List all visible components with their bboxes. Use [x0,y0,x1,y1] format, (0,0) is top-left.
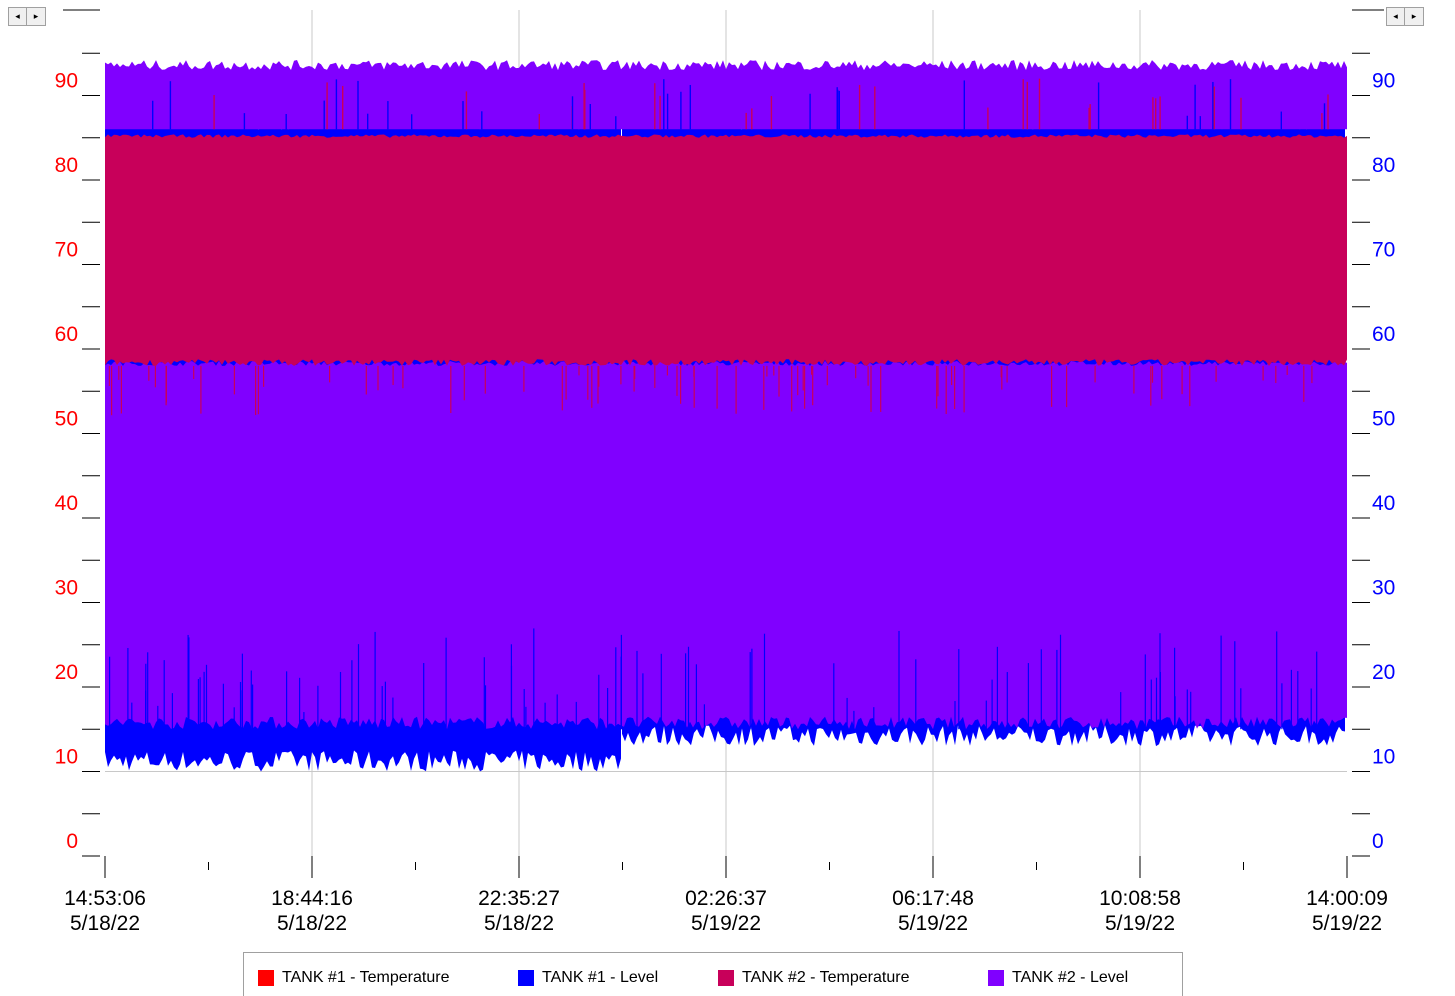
left-axis-tick-label: 70 [55,239,78,262]
series-tank2-temperature-band [105,134,1347,366]
left-scroll-buttons: ◂ ▸ [8,7,46,26]
x-axis-time-label: 14:00:09 [1306,887,1388,910]
x-axis-date-label: 5/19/22 [1312,912,1382,935]
series-tank2-level-band [105,360,1347,730]
x-axis-date-label: 5/19/22 [1105,912,1175,935]
legend-label: TANK #2 - Temperature [742,969,910,986]
legend-item: TANK #2 - Level [988,969,1128,987]
right-axis-tick-label: 90 [1372,70,1395,93]
x-axis-date-label: 5/18/22 [484,912,554,935]
legend-item: TANK #2 - Temperature [718,969,909,987]
right-axis-tick-label: 80 [1372,154,1395,177]
chart-legend: TANK #1 - Temperature TANK #1 - Level TANK… [243,952,1183,996]
legend-swatch [258,970,274,986]
legend-label: TANK #1 - Temperature [282,969,450,986]
x-axis-date-label: 5/18/22 [277,912,347,935]
left-axis-tick-label: 40 [55,492,78,515]
legend-item: TANK #1 - Temperature [258,969,449,987]
x-axis-time-label: 22:35:27 [478,887,560,910]
right-axis-tick-label: 50 [1372,408,1395,431]
left-axis-tick-label: 50 [55,408,78,431]
scroll-left-arrow-icon[interactable]: ◂ [1386,7,1405,26]
legend-swatch [988,970,1004,986]
trend-chart: 0 10 20 30 40 50 60 70 80 90 0 10 20 30 40 50 60 70 80 90 14… [55,9,1395,935]
series-tank2-level-upper-band [105,60,1347,130]
x-axis-time-label: 02:26:37 [685,887,767,910]
scroll-right-arrow-icon[interactable]: ▸ [27,7,46,26]
right-axis-tick-label: 60 [1372,323,1395,346]
scroll-left-arrow-icon[interactable]: ◂ [8,7,27,26]
right-axis-tick-label: 40 [1372,492,1395,515]
legend-label: TANK #1 - Level [542,969,659,986]
right-axis-tick-label: 20 [1372,661,1395,684]
x-axis-date-label: 5/19/22 [691,912,761,935]
x-axis-date-label: 5/18/22 [70,912,140,935]
x-axis-time-label: 14:53:06 [64,887,146,910]
legend-label: TANK #2 - Level [1012,969,1129,986]
right-axis-tick-label: 10 [1372,746,1395,769]
left-axis-tick-label: 0 [66,830,78,853]
left-axis-tick-label: 60 [55,323,78,346]
right-axis-tick-label: 70 [1372,239,1395,262]
legend-swatch [518,970,534,986]
x-axis-time-label: 10:08:58 [1099,887,1181,910]
left-axis-tick-label: 10 [55,746,78,769]
left-axis-tick-label: 80 [55,154,78,177]
left-axis-tick-label: 20 [55,661,78,684]
left-axis-tick-label: 30 [55,577,78,600]
x-axis-time-label: 06:17:48 [892,887,974,910]
x-axis-date-label: 5/19/22 [898,912,968,935]
right-axis-tick-label: 0 [1372,830,1384,853]
scroll-right-arrow-icon[interactable]: ▸ [1405,7,1424,26]
x-axis-time-label: 18:44:16 [271,887,353,910]
legend-swatch [718,970,734,986]
right-scroll-buttons: ◂ ▸ [1386,7,1424,26]
right-axis-tick-label: 30 [1372,577,1395,600]
legend-item: TANK #1 - Level [518,969,658,987]
left-axis-tick-label: 90 [55,70,78,93]
